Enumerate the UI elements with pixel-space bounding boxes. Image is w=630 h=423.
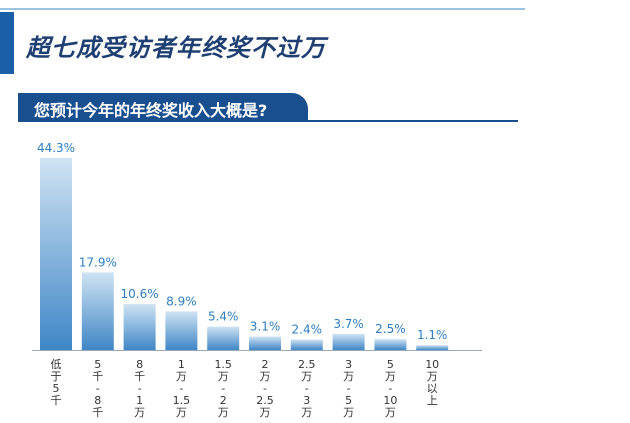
bar-1 [40, 158, 72, 350]
question-text: 您预计今年的年终奖收入大概是? [34, 101, 268, 120]
page-title: 超七成受访者年终奖不过万 [26, 34, 326, 62]
category-label-4: 1 万-1.5 万 [173, 358, 191, 419]
bar-9 [374, 339, 407, 350]
category-label-2: 5 千-8 千 [92, 358, 103, 419]
bar-4 [165, 311, 198, 350]
bar-2 [81, 272, 114, 350]
value-label-8: 3.7% [333, 317, 364, 331]
value-label-4: 8.9% [166, 294, 197, 308]
value-label-6: 3.1% [250, 320, 281, 334]
bar-6 [249, 336, 281, 350]
category-label-5: 1.5 万-2 万 [214, 358, 232, 419]
question-underline [18, 120, 518, 122]
category-label-3: 8 千-1 万 [134, 358, 145, 419]
bar-5 [207, 326, 240, 350]
title-accent-bar [0, 12, 14, 74]
value-label-1: 44.3% [37, 141, 75, 155]
value-label-3: 10.6% [121, 287, 159, 301]
value-label-9: 2.5% [375, 322, 406, 336]
value-label-10: 1.1% [417, 328, 448, 342]
value-label-7: 2.4% [292, 323, 323, 337]
category-label-9: 5 万-10 万 [383, 358, 397, 419]
category-label-8: 3 万-5 万 [343, 358, 354, 419]
category-label-1: 低于 5 千 [51, 358, 62, 407]
top-divider [0, 8, 525, 10]
category-label-6: 2 万-2.5 万 [256, 358, 274, 419]
value-label-2: 17.9% [79, 255, 117, 269]
bar-3 [123, 304, 156, 350]
category-label-10: 10 万以上 [425, 358, 439, 407]
category-label-7: 2.5 万-3 万 [298, 358, 316, 419]
value-label-5: 5.4% [208, 310, 239, 324]
bar-8 [332, 333, 365, 350]
bar-10 [416, 345, 449, 350]
question-banner [18, 93, 308, 120]
bar-7 [290, 339, 323, 350]
